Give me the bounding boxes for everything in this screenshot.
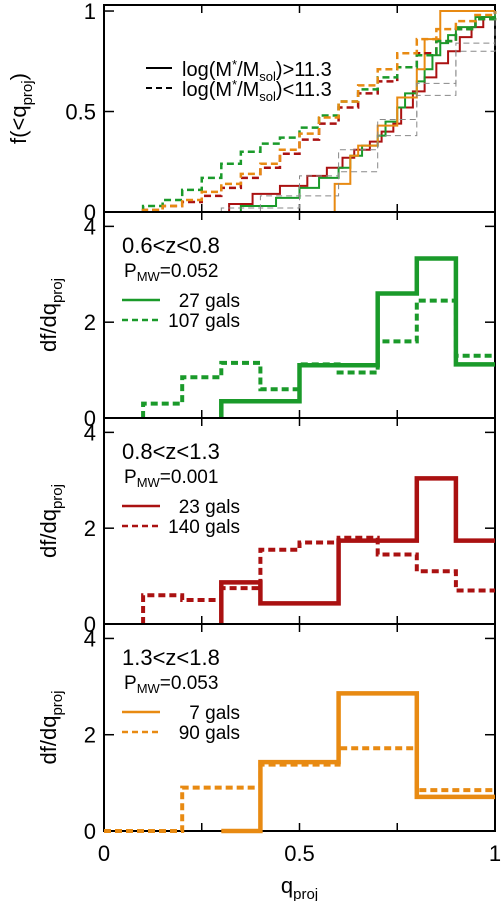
legend-label: 23 gals: [179, 497, 240, 518]
y-tick-label: 0: [84, 406, 96, 431]
y-tick-label: 1: [84, 0, 96, 24]
pmw-label: PMW=0.001: [124, 467, 218, 490]
y-axis-label: f(<qproj): [6, 73, 36, 144]
legend-label: 27 gals: [179, 291, 240, 312]
legend-label: 140 gals: [168, 517, 240, 538]
cdf-series-2: [239, 11, 496, 212]
legend-label: log(M*/Msol)<11.3: [182, 77, 332, 104]
pmw-label: PMW=0.052: [124, 261, 218, 284]
hist-dashed: [104, 746, 495, 833]
panel-2: 0 2 4 df/dqproj 0.6<z<0.8 PMW=0.052 27 gals107…: [36, 211, 496, 431]
y-tick-label: 2: [84, 310, 96, 335]
x-axis-label: qproj: [281, 873, 318, 901]
cdf-series-8: [221, 11, 496, 213]
legend-label: 90 gals: [179, 723, 240, 744]
y-tick-label: 4: [84, 214, 96, 239]
y-axis-label: df/dqproj: [36, 278, 66, 352]
cdf-series-6: [141, 11, 497, 212]
y-tick-label: 4: [84, 420, 96, 445]
cdf-series-3: [333, 10, 495, 212]
panel-frame: [103, 4, 496, 213]
y-tick-label: 2: [84, 723, 96, 748]
redshift-label: 0.6<z<0.8: [122, 233, 220, 258]
y-tick-label: 0: [84, 819, 96, 844]
legend-label: 107 gals: [168, 311, 240, 332]
panel-3: 0 2 4 df/dqproj 0.8<z<1.3 PMW=0.001 23 gals140…: [36, 417, 496, 637]
y-tick-label: 4: [84, 626, 96, 651]
redshift-label: 0.8<z<1.3: [122, 439, 220, 464]
panel-1: 0 0.5 1 f(<qproj) log(M*/Msol)>11.3log(M*/Ms…: [6, 0, 497, 225]
y-tick-label: 0: [84, 200, 96, 225]
hist-solid: [219, 256, 495, 418]
cdf-series-7: [182, 11, 496, 213]
redshift-label: 1.3<z<1.8: [122, 645, 220, 670]
hist-solid: [221, 691, 495, 834]
y-axis-label: df/dqproj: [36, 484, 66, 558]
hist-dashed: [141, 535, 495, 624]
x-tick-label: 0.5: [284, 841, 315, 866]
hist-solid: [219, 476, 495, 624]
cdf-series-1: [228, 11, 496, 212]
y-tick-label: 2: [84, 516, 96, 541]
x-tick-label: 0: [98, 841, 110, 866]
x-tick-label: 1: [489, 841, 501, 866]
pmw-label: PMW=0.053: [124, 673, 218, 696]
legend-label: 7 gals: [189, 703, 240, 724]
hist-dashed: [141, 298, 495, 418]
y-tick-label: 0.5: [65, 100, 96, 125]
y-tick-label: 0: [84, 612, 96, 637]
legend-label: log(M*/Msol)>11.3: [182, 57, 332, 84]
y-axis-label: df/dqproj: [36, 691, 66, 765]
